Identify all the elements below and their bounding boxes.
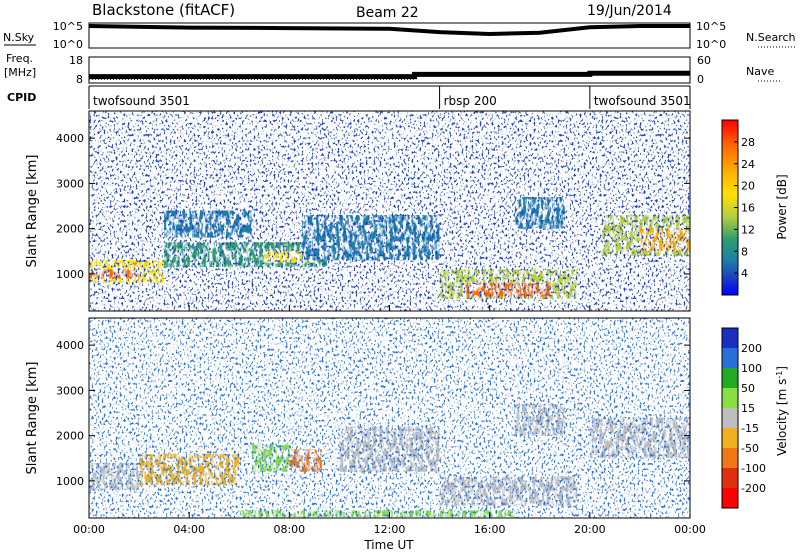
freq-right-tick-top: 60 [697,54,711,67]
velocity-cbar-frame [721,327,739,509]
cpid-segment-label: twofsound 3501 [93,94,190,108]
cpid-segment-label: rbsp 200 [444,94,497,108]
ytick-label: 4000 [56,339,84,352]
cpid-segment-label: twofsound 3501 [594,94,691,108]
noise-left-tick-bottom: 10^0 [53,38,83,51]
velocity-cbar-tick-label: -50 [741,442,759,455]
velocity-cbar-tick-label: 50 [741,382,755,395]
velocity-cbar-tick-label: 100 [741,362,762,375]
velocity-cbar-tick-label: 15 [741,402,755,415]
xtick-label: 16:00 [474,523,506,536]
velocity-cbar-block [722,448,738,468]
velocity-cbar-tick-label: 200 [741,342,762,355]
freq-panel: Freq. [MHz] 18 8 60 0 Nave [4,52,782,86]
velocity-cbar-block [722,408,738,428]
ytick-label: 2000 [56,223,84,236]
velocity-cbar-tick-label: -200 [741,482,766,495]
freq-panel-frame [88,56,691,84]
velocity-cbar-block [722,388,738,408]
power-yticks: 4000 3000 2000 1000 [56,132,690,281]
ytick-label: 1000 [56,268,84,281]
velocity-cbar-block [722,428,738,448]
ytick-label: 4000 [56,132,84,145]
velocity-panel: Slant Range [km] 4000 3000 2000 1000 [25,317,691,519]
power-cbar-tick-label: 24 [741,158,755,171]
xaxis-label: Time UT [363,538,414,552]
cpid-segments: twofsound 3501 rbsp 200 twofsound 3501 [93,86,691,109]
velocity-cbar-tick-label: -100 [741,462,766,475]
velocity-speckles [89,318,690,518]
power-colorbar: 28 24 20 16 12 8 4 Power [dB] [721,119,789,296]
cpid-panel: CPID twofsound 3501 rbsp 200 twofsound 350… [7,85,691,109]
velocity-data [89,318,690,518]
velocity-yticks: 4000 3000 2000 1000 [56,339,690,488]
power-cbar-tick-label: 16 [741,202,755,215]
power-cbar-tick-label: 20 [741,180,755,193]
velocity-cbar-tick-label: -15 [741,422,759,435]
ytick-label: 1000 [56,475,84,488]
noise-series-line [88,24,690,37]
date-title: 19/Jun/2014 [587,3,672,19]
xtick-label: 00:00 [73,523,105,536]
freq-left-tick-bottom: 8 [76,73,83,86]
power-ylabel: Slant Range [km] [25,155,40,268]
ytick-label: 3000 [56,384,84,397]
cpid-label: CPID [7,91,36,104]
xtick-label: 20:00 [574,523,606,536]
power-colorbar-label: Power [dB] [775,174,789,239]
xtick-label: 00:00 [674,523,706,536]
noise-panel-frame [88,22,691,49]
power-cbar-tick-label: 8 [741,245,748,258]
velocity-cbar-block [722,468,738,488]
xtick-label: 04:00 [173,523,205,536]
freq-left-label-line1: Freq. [6,52,33,65]
xtick-label: 08:00 [273,523,305,536]
power-speckles [89,111,690,311]
power-data [89,111,690,311]
freq-series [89,70,690,80]
freq-right-tick-bottom: 0 [697,73,704,86]
power-cbar-tick-label: 28 [741,136,755,149]
velocity-cbar-block [722,348,738,368]
noise-series [88,24,690,37]
freq-left-label-line2: [MHz] [4,66,36,79]
velocity-cbar-block [722,368,738,388]
noise-left-label: N.Sky [3,31,35,44]
velocity-colorbar-bar [721,327,739,509]
velocity-colorbar-ticks: 200 100 50 15 -15 -50 -100 -200 [741,342,766,495]
noise-right-tick-top: 10^5 [696,20,726,33]
noise-right-label: N.Search [746,31,796,44]
power-panel: Slant Range [km] 4000 3000 2000 1000 [25,110,691,312]
noise-right-tick-bottom: 10^0 [696,38,726,51]
velocity-colorbar-label: Velocity [m s-1] [775,366,790,456]
time-axis: 00:00 04:00 08:00 12:00 16:00 20:00 00:00 [73,305,706,536]
beam-title: Beam 22 [356,5,419,21]
power-colorbar-ticks: 28 24 20 16 12 8 4 [734,136,755,280]
noise-panel: N.Sky 10^5 10^0 10^5 10^0 N.Search [3,20,796,51]
velocity-colorbar: 200 100 50 15 -15 -50 -100 -200 Velocity [m s-1… [721,327,790,509]
velocity-ylabel: Slant Range [km] [25,362,40,475]
velocity-cbar-block [722,328,738,348]
ytick-label: 3000 [56,177,84,190]
noise-left-tick-top: 10^5 [53,20,83,33]
power-cbar-tick-label: 4 [741,267,748,280]
velocity-cbar-block [722,488,738,508]
freq-series-line [89,73,690,80]
power-cbar-tick-label: 12 [741,223,755,236]
freq-right-label: Nave [746,65,774,78]
station-title: Blackstone (fitACF) [92,1,235,19]
ytick-label: 2000 [56,430,84,443]
xtick-label: 12:00 [374,523,406,536]
freq-left-tick-top: 18 [69,54,83,67]
